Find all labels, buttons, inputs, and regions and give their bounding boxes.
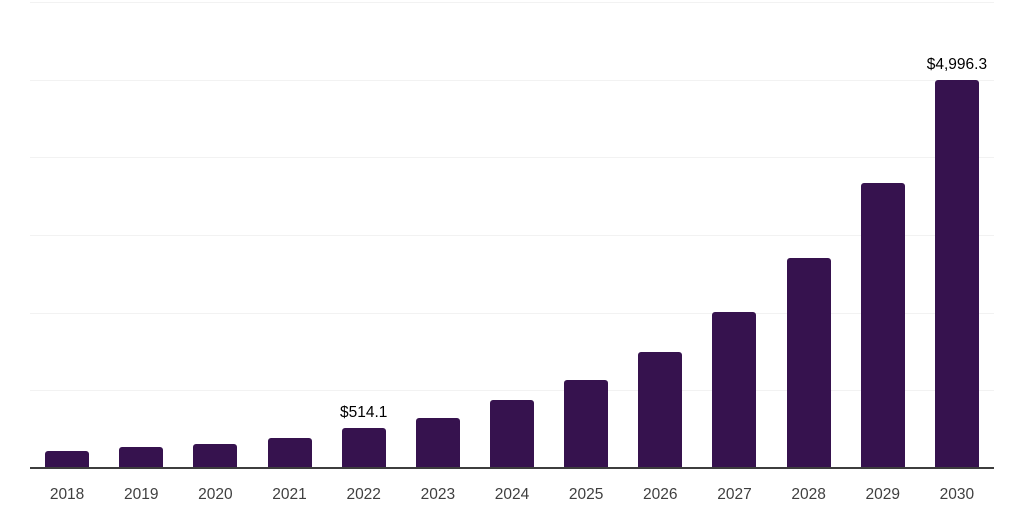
gridline-1000 — [30, 390, 994, 392]
x-tick-label-2023: 2023 — [420, 486, 456, 503]
x-tick-label-2022: 2022 — [346, 486, 381, 503]
bar-2028 — [786, 258, 831, 468]
x-tick-label-2021: 2021 — [272, 486, 307, 503]
gridline-6000 — [30, 2, 994, 3]
x-tick-label-2028: 2028 — [791, 486, 826, 503]
x-tick-label-2030: 2030 — [939, 486, 975, 503]
gridline-5000 — [30, 79, 994, 81]
bar-2030 — [934, 79, 979, 468]
bar-value-label-2030: $4,996.3 — [926, 55, 988, 73]
gridline-3000 — [30, 235, 994, 236]
bar-2026 — [638, 351, 683, 468]
gridline-4000 — [30, 157, 994, 159]
bar-2024 — [490, 400, 534, 468]
x-tick-label-2025: 2025 — [568, 486, 604, 503]
bar-value-label-2022: $514.1 — [339, 404, 388, 422]
bar-2020 — [193, 443, 238, 468]
x-tick-label-2027: 2027 — [717, 486, 752, 503]
x-tick-label-2018: 2018 — [49, 486, 85, 503]
bar-2021 — [267, 438, 312, 468]
bar-2022 — [341, 428, 386, 468]
bar-2019 — [119, 447, 164, 468]
bar-2025 — [564, 380, 609, 468]
bar-2029 — [860, 182, 905, 468]
x-tick-label-2026: 2026 — [643, 486, 678, 503]
bar-2018 — [45, 450, 90, 468]
gridline-2000 — [30, 312, 994, 314]
x-tick-label-2024: 2024 — [494, 486, 530, 503]
bar-2023 — [415, 417, 460, 468]
x-tick-label-2020: 2020 — [198, 486, 233, 503]
x-axis-line — [30, 467, 994, 469]
x-tick-label-2019: 2019 — [123, 486, 159, 503]
bar-2027 — [712, 312, 757, 468]
x-tick-label-2029: 2029 — [865, 486, 901, 503]
